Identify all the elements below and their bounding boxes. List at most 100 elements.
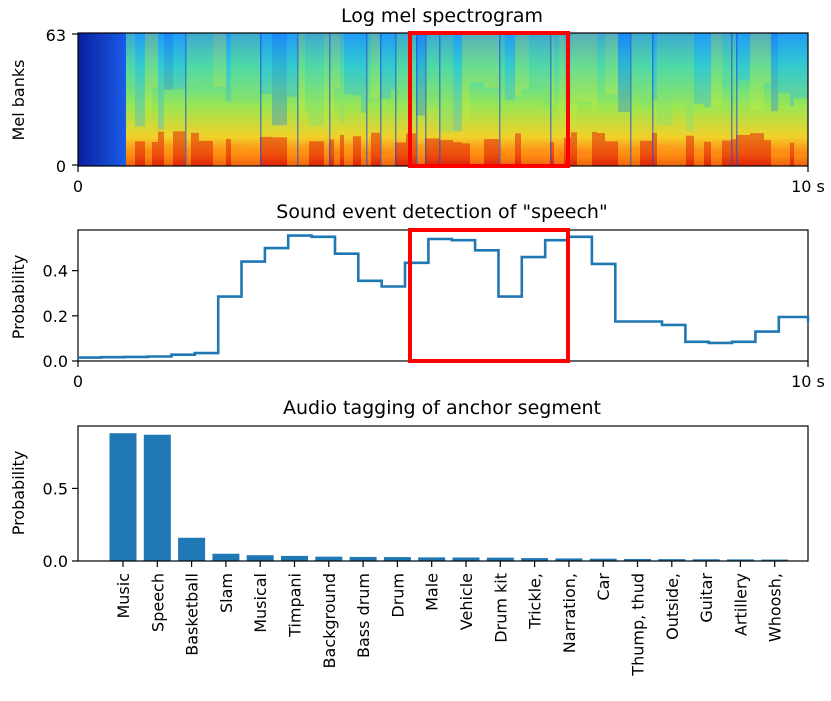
spectrogram-column [672, 149, 686, 166]
spectrogram-column [694, 152, 704, 166]
spectrogram-column [126, 149, 135, 166]
y-tick-label: 0.5 [43, 479, 68, 498]
spectrogram-column [722, 140, 731, 166]
spectrogram-column [287, 147, 297, 166]
spectrogram-column [191, 33, 199, 84]
spectrogram-column [640, 33, 652, 108]
spectrogram-column [577, 153, 592, 166]
spectrogram-column [145, 154, 152, 166]
category-label: Drum [388, 573, 407, 618]
spectrogram-column [329, 139, 334, 166]
spectrogram-column [199, 140, 213, 166]
spectrogram-edge [439, 33, 441, 166]
tagging-title: Audio tagging of anchor segment [283, 397, 601, 419]
spectrogram-edge [550, 33, 552, 166]
category-label: Basketball [183, 573, 202, 656]
spectrogram-column [340, 33, 344, 124]
sed-title: Sound event detection of "speech" [276, 201, 607, 223]
spectrogram-column [640, 140, 652, 166]
spectrogram-column [324, 149, 329, 166]
x-tick-label: 10 s [791, 177, 825, 196]
speech-probability-line [78, 234, 810, 359]
spectrogram-column [371, 33, 380, 98]
category-label: Artillery [731, 573, 750, 636]
bar-basketball [178, 537, 206, 561]
spectrogram-column [453, 142, 462, 166]
spectrogram-column [145, 33, 152, 115]
spectrogram-column [226, 33, 231, 102]
spectrogram-column [722, 33, 731, 80]
spectrogram-column [529, 33, 543, 85]
spectrogram-column [778, 152, 790, 166]
spectrogram-column [344, 33, 353, 95]
spectrogram-column [287, 33, 297, 97]
spectrogram-column [366, 155, 371, 166]
spectrogram-column [344, 143, 353, 166]
spectrogram-column [462, 143, 470, 166]
spectrogram-column [597, 132, 605, 166]
spectrogram-column [152, 141, 158, 166]
spectrogram-quiet-region [78, 33, 126, 166]
spectrogram-column [309, 141, 324, 166]
spectrogram-column [778, 33, 790, 93]
spectrogram-column [439, 140, 453, 166]
spectrogram-column [416, 33, 425, 116]
spectrogram-column [704, 141, 711, 166]
spectrogram-column [577, 33, 592, 102]
spectrogram-column [771, 33, 778, 112]
category-label: Car [594, 573, 613, 601]
spectrogram-edge [380, 33, 382, 166]
spectrogram-column [764, 140, 771, 166]
spectrogram-column [260, 33, 272, 94]
spectrogram-column [366, 33, 371, 102]
category-label: Outside, [663, 573, 682, 640]
bar-outside [658, 559, 686, 561]
spectrogram-column [794, 33, 808, 99]
bar-slam [212, 553, 240, 561]
bar-vehicle [452, 557, 480, 561]
bar-musical [246, 555, 274, 561]
spectrogram-column [380, 33, 391, 99]
spectrogram-column [499, 155, 505, 166]
tagging-frame [77, 425, 809, 562]
spectrogram-column [630, 33, 640, 87]
category-label: Background [320, 573, 339, 668]
spectrogram-column [657, 144, 672, 166]
spectrogram-column [484, 139, 499, 166]
spectrogram-column [571, 33, 577, 127]
y-tick-label: 0.4 [43, 262, 68, 281]
spectrogram-column [515, 133, 521, 166]
spectrogram-column [260, 136, 272, 166]
y-tick-label: 0.0 [43, 352, 68, 371]
spectrogram-column [164, 145, 173, 166]
bar-whoosh [761, 559, 789, 561]
spectrogram-edge [630, 33, 632, 166]
spectrogram-column [592, 131, 597, 166]
spectrogram-edge [499, 33, 501, 166]
spectrogram-column [334, 33, 340, 89]
spectrogram-column [246, 33, 260, 103]
spectrogram-edge [652, 33, 654, 166]
spectrogram-column [618, 33, 630, 112]
spectrogram-column [554, 146, 559, 166]
anchor-segment-box [408, 31, 570, 168]
spectrogram-column [794, 153, 808, 166]
spectrogram-column [686, 33, 694, 132]
spectrogram-column [185, 33, 191, 98]
spectrogram-column [750, 33, 764, 110]
y-tick-label: 0.0 [43, 552, 68, 571]
spectrogram-column [199, 33, 213, 93]
spectrogram-column [329, 33, 334, 117]
sed-y-ticks: 0.0 0.2 0.4 [43, 262, 78, 371]
spectrogram-column [305, 33, 309, 111]
spectrogram-column [213, 33, 226, 87]
spectrogram-column [462, 33, 470, 122]
spectrogram-edge [416, 33, 418, 166]
spectrogram-column [529, 151, 543, 166]
spectrogram-column [361, 33, 366, 113]
spectrogram-column [652, 33, 657, 100]
x-tick-label: 0 [73, 177, 83, 196]
spectrogram-column [711, 153, 722, 166]
spectrogram-column [559, 155, 564, 166]
